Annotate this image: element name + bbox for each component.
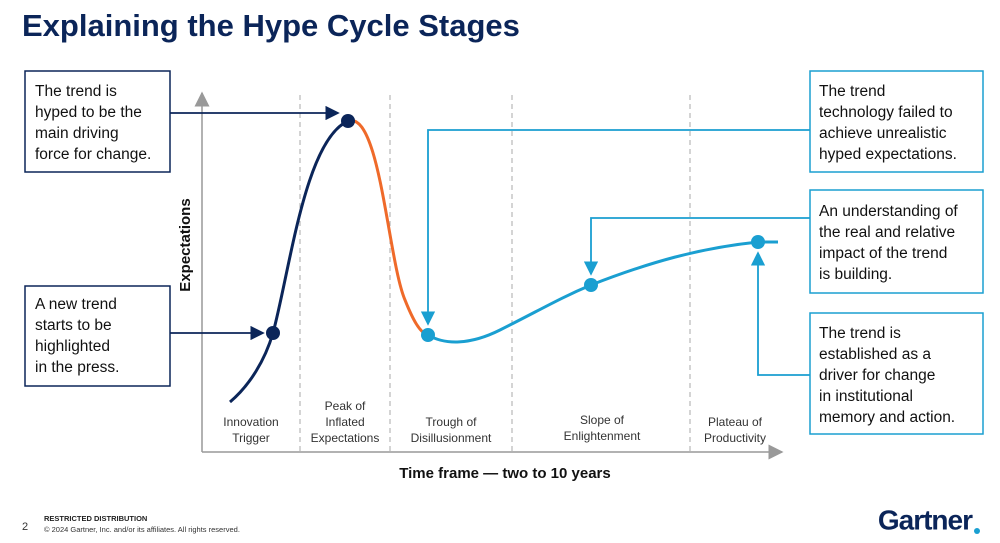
- stage-label: Plateau of: [708, 415, 763, 429]
- logo: Gartner: [878, 504, 973, 535]
- stage-label: Enlightenment: [564, 429, 641, 443]
- y-axis-label: Expectations: [177, 198, 194, 291]
- callout-text: The trend is: [35, 83, 117, 100]
- callout-text: established as a: [819, 346, 931, 363]
- x-axis-label: Time frame — two to 10 years: [399, 465, 610, 482]
- callout-text: in the press.: [35, 359, 119, 376]
- callout-arrows: [170, 105, 810, 376]
- stage-label: Trough of: [426, 415, 478, 429]
- callout-text: An understanding of: [819, 203, 958, 220]
- stage-label: Innovation: [223, 415, 278, 429]
- curve-points: [266, 114, 765, 342]
- copyright: © 2024 Gartner, Inc. and/or its affiliat…: [44, 525, 240, 534]
- callout-text: starts to be: [35, 317, 112, 334]
- callout-text: impact of the trend: [819, 245, 947, 262]
- stage-dividers: [299, 95, 691, 452]
- callout-text: The trend is: [819, 325, 901, 342]
- callout-text: technology failed to: [819, 104, 953, 121]
- callout-text: is building.: [819, 266, 892, 283]
- callout-text: achieve unrealistic: [819, 125, 947, 142]
- stage-label: Inflated: [325, 415, 364, 429]
- stage-label: Productivity: [704, 431, 766, 445]
- callout-text: highlighted: [35, 338, 110, 355]
- callout-text: hyped to be the: [35, 104, 142, 121]
- distribution: RESTRICTED DISTRIBUTION: [44, 514, 147, 523]
- stage-label: Expectations: [311, 431, 380, 445]
- stage-label: Disillusionment: [411, 431, 492, 445]
- hype-curve: [229, 119, 778, 404]
- stage-label: Trigger: [232, 431, 270, 445]
- callout-boxes: [24, 70, 984, 435]
- callout-text: main driving: [35, 125, 119, 142]
- callout-text: A new trend: [35, 296, 117, 313]
- stage-label: Slope of: [580, 413, 625, 427]
- stage-label: Peak of: [325, 399, 366, 413]
- callout-text: The trend: [819, 83, 885, 100]
- axes: [194, 91, 784, 460]
- callout-text: hyped expectations.: [819, 146, 957, 163]
- page-number: 2: [22, 521, 28, 533]
- callout-text: memory and action.: [819, 409, 955, 426]
- logo-dot: [974, 528, 980, 534]
- callout-text: in institutional: [819, 388, 913, 405]
- callout-text: force for change.: [35, 146, 151, 163]
- title: Explaining the Hype Cycle Stages: [22, 8, 520, 43]
- callout-text: driver for change: [819, 367, 935, 384]
- callout-text: the real and relative: [819, 224, 955, 241]
